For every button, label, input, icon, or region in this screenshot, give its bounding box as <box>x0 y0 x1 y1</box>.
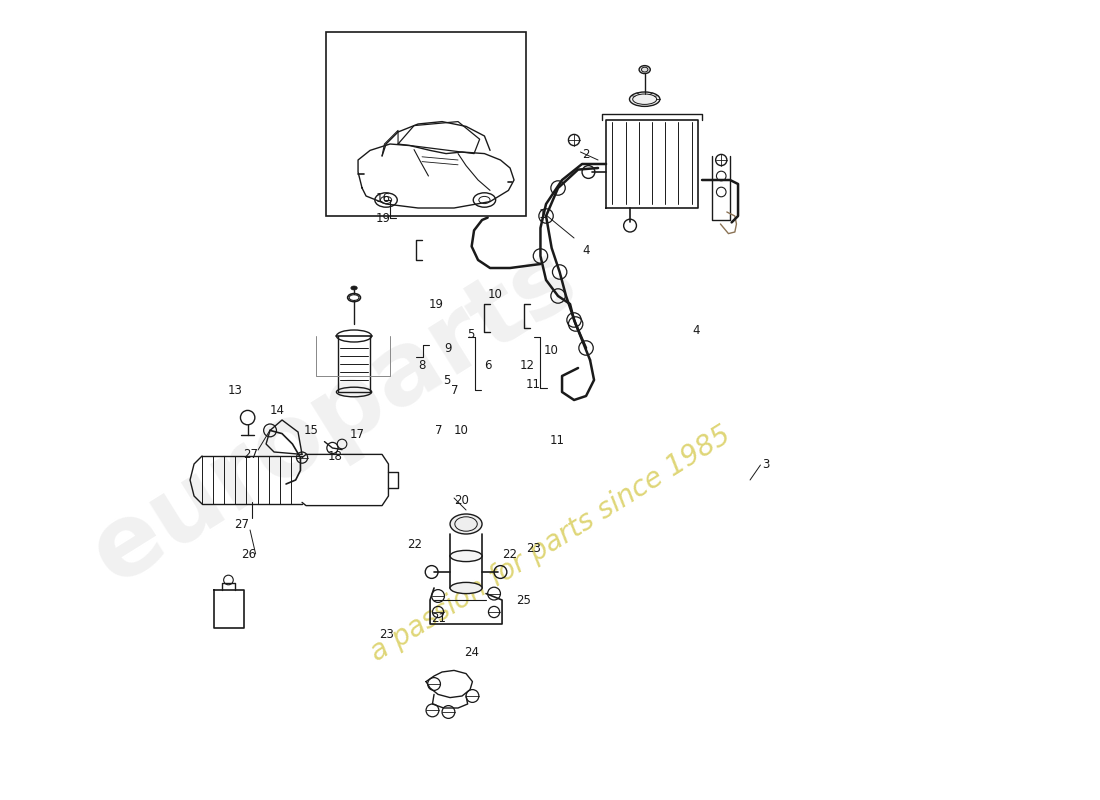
Text: 15: 15 <box>304 423 319 437</box>
Text: 11: 11 <box>526 378 541 391</box>
Text: 11: 11 <box>550 434 565 446</box>
Text: 1: 1 <box>539 209 546 222</box>
Text: 19: 19 <box>375 211 390 225</box>
Text: 14: 14 <box>270 403 285 417</box>
Text: 27: 27 <box>243 449 258 462</box>
Text: 9: 9 <box>444 342 452 354</box>
Text: 10: 10 <box>487 289 502 302</box>
Ellipse shape <box>450 582 482 594</box>
Ellipse shape <box>639 66 650 74</box>
Text: 17: 17 <box>350 429 365 442</box>
Text: 7: 7 <box>451 383 458 397</box>
Text: 5: 5 <box>466 329 474 342</box>
Ellipse shape <box>450 514 482 534</box>
Text: 19: 19 <box>428 298 443 311</box>
Ellipse shape <box>351 286 358 290</box>
Text: 25: 25 <box>516 594 531 606</box>
Text: 21: 21 <box>431 611 446 625</box>
Text: 23: 23 <box>526 542 541 554</box>
Text: 22: 22 <box>407 538 422 551</box>
Text: 4: 4 <box>583 243 590 257</box>
Text: 16: 16 <box>375 191 390 205</box>
Text: 20: 20 <box>454 494 469 506</box>
Ellipse shape <box>629 92 660 106</box>
Text: 5: 5 <box>442 374 450 386</box>
Text: 10: 10 <box>543 343 559 357</box>
Text: 24: 24 <box>463 646 478 658</box>
Text: 3: 3 <box>762 458 769 471</box>
Text: a passion for parts since 1985: a passion for parts since 1985 <box>365 421 736 667</box>
Ellipse shape <box>450 550 482 562</box>
FancyBboxPatch shape <box>326 32 526 216</box>
Text: 10: 10 <box>453 423 469 437</box>
Text: europarts: europarts <box>74 229 594 603</box>
Text: 13: 13 <box>228 383 242 397</box>
Text: 22: 22 <box>502 549 517 562</box>
Text: 27: 27 <box>234 518 250 530</box>
Text: 2: 2 <box>582 149 590 162</box>
Text: 12: 12 <box>519 358 535 371</box>
Text: 7: 7 <box>434 423 442 437</box>
Text: 26: 26 <box>241 547 255 561</box>
Text: 18: 18 <box>328 450 342 462</box>
Text: 6: 6 <box>484 358 492 371</box>
Text: 4: 4 <box>692 323 700 337</box>
Text: 23: 23 <box>379 629 394 642</box>
Text: 8: 8 <box>419 358 426 371</box>
